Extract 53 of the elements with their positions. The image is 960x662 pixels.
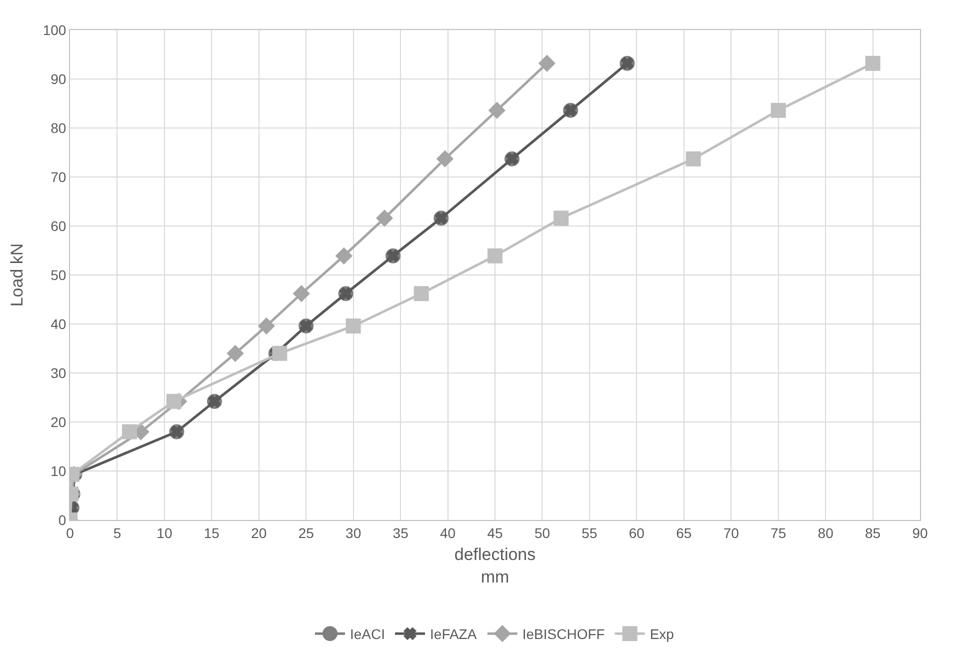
point	[770, 102, 786, 118]
x-tick-label: 20	[251, 524, 267, 541]
x-tick-label: 45	[487, 524, 503, 541]
x-tick-label: 75	[770, 524, 786, 541]
point	[336, 248, 352, 264]
x-tick-label: 40	[440, 524, 456, 541]
point	[227, 345, 244, 362]
x-tick-label: 50	[534, 524, 550, 541]
x-tick-label: 10	[156, 524, 172, 541]
point	[414, 286, 429, 302]
legend-label: IeBISCHOFF	[522, 626, 605, 642]
x-axis-title: deflections mm	[454, 545, 536, 586]
x-tick-label: 85	[864, 524, 881, 541]
y-tick-label: 0	[58, 512, 66, 528]
y-tick-label: 30	[50, 364, 66, 381]
point	[865, 56, 880, 71]
y-tick-label: 100	[42, 22, 66, 38]
y-tick-label: 40	[50, 316, 66, 332]
x-tick-label: 70	[723, 524, 740, 541]
y-tick-label: 20	[50, 414, 66, 430]
point	[686, 151, 701, 166]
y-tick-label: 50	[50, 266, 66, 283]
point	[488, 102, 506, 119]
point	[538, 55, 556, 72]
point	[436, 150, 454, 168]
y-tick-label: 80	[50, 120, 66, 136]
point	[258, 318, 275, 334]
point	[346, 318, 361, 334]
point	[293, 285, 310, 302]
x-tick-label: 15	[204, 524, 220, 541]
y-tick-label: 70	[50, 168, 66, 185]
y-tick-label: 10	[50, 462, 66, 479]
x-tick-label: 5	[113, 524, 122, 541]
legend-label: IeFAZA	[430, 626, 478, 642]
x-tick-label: 90	[912, 524, 928, 541]
x-tick-label: 30	[346, 524, 362, 541]
y-tick-label: 60	[50, 218, 66, 234]
point	[122, 424, 137, 440]
point	[166, 394, 182, 409]
x-tick-label: 65	[676, 524, 692, 541]
point	[554, 210, 569, 226]
y-axis-title: Load kN	[7, 243, 26, 307]
point	[272, 346, 288, 361]
point	[488, 248, 502, 264]
x-tick-label: 60	[628, 524, 645, 541]
legend-label: IeACI	[350, 626, 386, 642]
point	[376, 210, 393, 226]
legend-label: Exp	[650, 626, 674, 642]
x-tick-label: 55	[582, 524, 598, 541]
x-tick-label: 80	[818, 524, 834, 541]
x-tick-label: 25	[298, 524, 314, 541]
y-tick-label: 90	[50, 70, 66, 87]
x-tick-label: 35	[392, 524, 409, 541]
